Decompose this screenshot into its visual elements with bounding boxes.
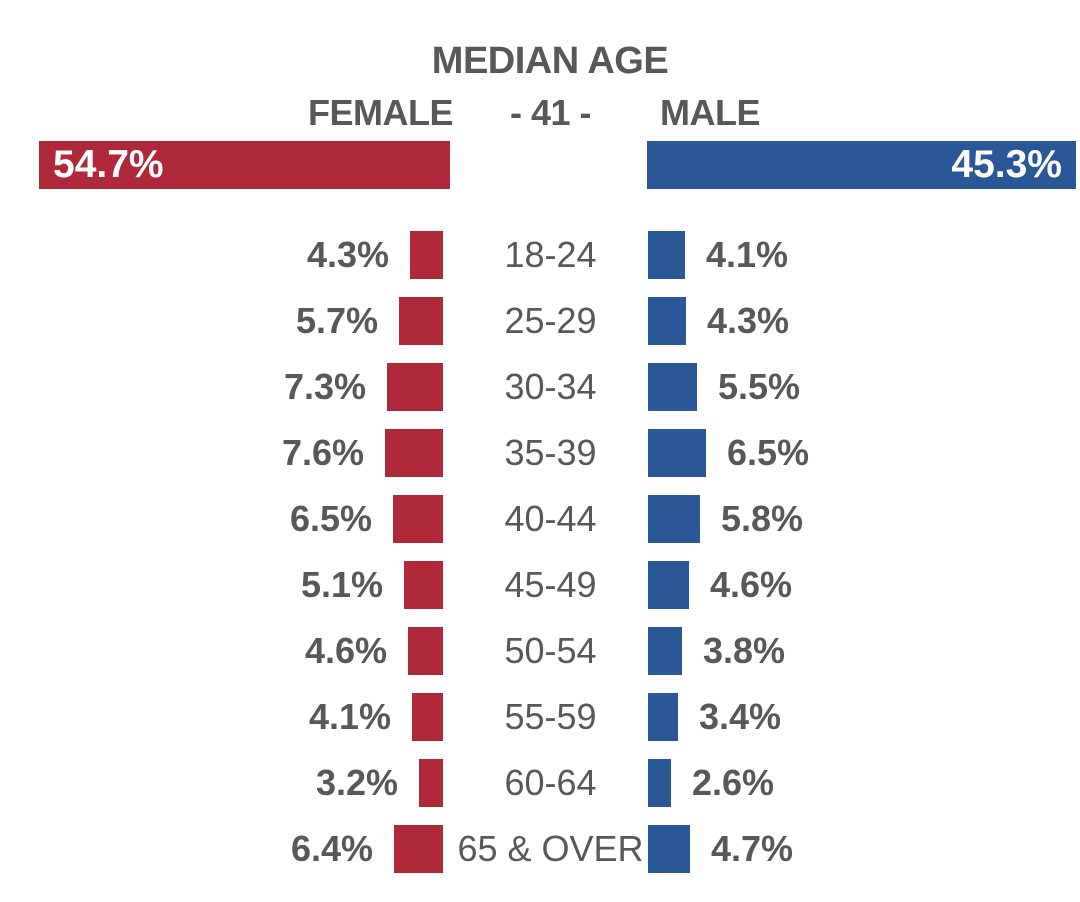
- male-percent-label: 4.3%: [707, 300, 790, 341]
- male-bar: [648, 429, 706, 477]
- male-percent-label: 6.5%: [727, 432, 810, 473]
- female-bar: [408, 627, 443, 675]
- age-group-label: 30-34: [504, 366, 597, 407]
- age-row: 7.6% 35-39 6.5%: [0, 429, 1080, 477]
- age-row: 6.4% 65 & OVER 4.7%: [0, 825, 1080, 873]
- female-total-percent: 54.7%: [53, 143, 164, 186]
- age-row: 6.5% 40-44 5.8%: [0, 495, 1080, 543]
- male-bar: [648, 759, 671, 807]
- male-bar: [648, 693, 678, 741]
- male-percent-label: 3.4%: [699, 696, 782, 737]
- age-row: 4.1% 55-59 3.4%: [0, 693, 1080, 741]
- female-bar: [387, 363, 443, 411]
- male-bar: [648, 561, 689, 609]
- male-bar: [648, 297, 686, 345]
- female-bar: [385, 429, 443, 477]
- male-percent-label: 5.5%: [718, 366, 801, 407]
- female-bar: [419, 759, 443, 807]
- male-header-label: MALE: [660, 92, 761, 133]
- female-percent-label: 7.6%: [281, 432, 364, 473]
- male-bar: [648, 627, 682, 675]
- female-percent-label: 4.1%: [308, 696, 391, 737]
- age-row: 3.2% 60-64 2.6%: [0, 759, 1080, 807]
- female-percent-label: 5.7%: [295, 300, 378, 341]
- female-bar: [404, 561, 443, 609]
- age-group-label: 45-49: [504, 564, 597, 605]
- female-percent-label: 5.1%: [300, 564, 383, 605]
- female-percent-label: 3.2%: [315, 762, 398, 803]
- male-bar: [648, 495, 700, 543]
- male-percent-label: 5.8%: [721, 498, 804, 539]
- male-total-bar: 45.3%: [647, 141, 1076, 189]
- male-bar: [648, 231, 685, 279]
- age-group-label: 40-44: [504, 498, 597, 539]
- female-bar: [394, 825, 443, 873]
- age-group-label: 50-54: [504, 630, 597, 671]
- male-bar: [648, 363, 697, 411]
- age-row: 7.3% 30-34 5.5%: [0, 363, 1080, 411]
- female-percent-label: 4.6%: [304, 630, 387, 671]
- female-total-bar: 54.7%: [39, 141, 450, 189]
- age-row: 5.1% 45-49 4.6%: [0, 561, 1080, 609]
- male-bar: [648, 825, 690, 873]
- chart-title: MEDIAN AGE: [431, 40, 669, 82]
- median-age-value: - 41 -: [509, 92, 592, 133]
- female-percent-label: 6.4%: [290, 828, 373, 869]
- age-row: 5.7% 25-29 4.3%: [0, 297, 1080, 345]
- female-bar: [393, 495, 443, 543]
- female-percent-label: 6.5%: [289, 498, 372, 539]
- female-bar: [399, 297, 443, 345]
- male-total-percent: 45.3%: [951, 143, 1062, 186]
- male-percent-label: 4.1%: [706, 234, 789, 275]
- male-percent-label: 4.7%: [711, 828, 794, 869]
- age-group-label: 35-39: [504, 432, 597, 473]
- age-group-label: 60-64: [504, 762, 597, 803]
- age-group-label: 65 & OVER: [457, 828, 644, 869]
- male-percent-label: 4.6%: [710, 564, 793, 605]
- female-bar: [410, 231, 443, 279]
- female-percent-label: 4.3%: [306, 234, 389, 275]
- male-percent-label: 2.6%: [692, 762, 775, 803]
- age-row: 4.6% 50-54 3.8%: [0, 627, 1080, 675]
- age-row: 4.3% 18-24 4.1%: [0, 231, 1080, 279]
- age-group-label: 18-24: [504, 234, 597, 275]
- female-header-label: FEMALE: [308, 92, 454, 133]
- female-bar: [412, 693, 443, 741]
- age-group-label: 55-59: [504, 696, 597, 737]
- male-percent-label: 3.8%: [703, 630, 786, 671]
- female-percent-label: 7.3%: [283, 366, 366, 407]
- age-group-label: 25-29: [504, 300, 597, 341]
